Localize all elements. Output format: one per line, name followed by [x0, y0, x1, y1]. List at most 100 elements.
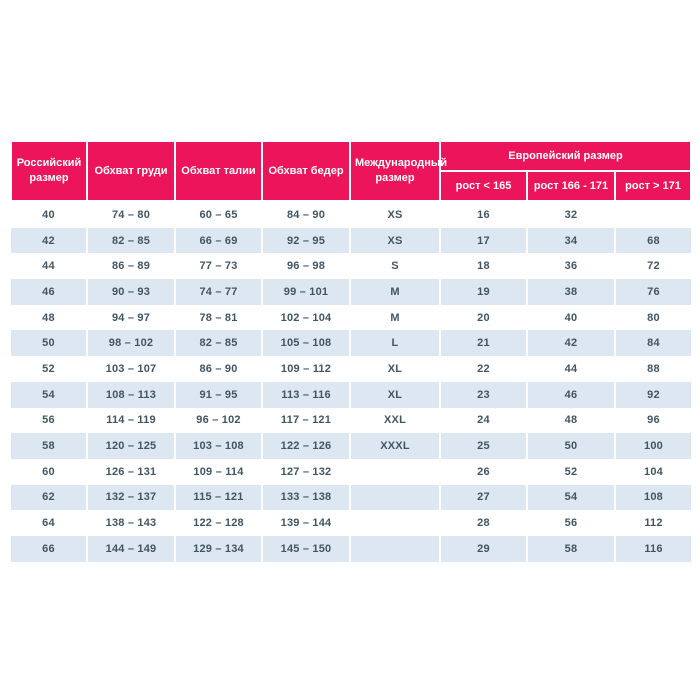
table-cell: 100: [614, 433, 691, 459]
table-row: 42 82 – 85 66 – 69 92 – 95 XS 17 34 68: [11, 227, 691, 254]
header-international-size: Международный размер: [349, 140, 447, 202]
table-cell: 122 – 128: [174, 510, 262, 536]
table-cell: 52: [526, 458, 615, 485]
table-cell: XXL: [349, 407, 440, 434]
table-cell: 16: [439, 201, 527, 228]
table-cell: XS: [349, 227, 440, 254]
table-cell: 52: [42, 362, 55, 375]
table-row: 44 86 – 89 77 – 73 96 – 98 S 18 36 72: [11, 253, 691, 280]
table-cell: 92: [614, 381, 691, 408]
table-cell: 58: [526, 535, 615, 562]
table-cell: 21: [439, 330, 527, 357]
table-cell: 103 – 108: [174, 433, 262, 459]
table-cell: 112: [614, 510, 691, 536]
table-cell: 129 – 134: [174, 535, 262, 562]
table-cell: 46: [526, 381, 615, 408]
table-cell: 54: [526, 484, 615, 511]
table-cell: 91 – 95: [174, 381, 262, 408]
table-cell: 32: [526, 201, 615, 228]
table-cell: [614, 201, 691, 228]
table-cell: 68: [614, 227, 691, 254]
header-hip-girth: Обхват бедер: [261, 140, 351, 202]
table-row: 58 120 – 125 103 – 108 122 – 126 XXXL 25 50 100: [11, 433, 691, 459]
table-cell: 66: [42, 542, 55, 555]
table-cell: 117 – 121: [261, 407, 350, 434]
table-cell: 66 – 69: [174, 227, 262, 254]
table-row: 48 94 – 97 78 – 81 102 – 104 M 20 40 80: [11, 304, 691, 331]
table-cell: 25: [439, 433, 527, 459]
table-row: 56 114 – 119 96 – 102 117 – 121 XXL 24 48 96: [11, 407, 691, 434]
table-cell: 50: [526, 433, 615, 459]
table-cell: 74 – 77: [174, 279, 262, 305]
table-cell: 86 – 90: [174, 356, 262, 382]
table-row: 64 138 – 143 122 – 128 139 – 144 28 56 112: [11, 510, 691, 536]
table-cell: 18: [439, 253, 527, 280]
table-cell: 84 – 90: [261, 201, 350, 228]
table-cell: 44: [526, 356, 615, 382]
table-cell: 103 – 107: [86, 356, 175, 382]
header-height-gt-171: рост > 171: [614, 170, 692, 202]
table-row: 60 126 – 131 109 – 114 127 – 132 26 52 104: [11, 458, 691, 485]
table-cell: 34: [526, 227, 615, 254]
table-cell: XXXL: [349, 433, 440, 459]
table-cell: 72: [614, 253, 691, 280]
table-cell: 19: [439, 279, 527, 305]
table-cell: 116: [614, 535, 691, 562]
table-cell: 56: [42, 414, 55, 427]
table-cell: 139 – 144: [261, 510, 350, 536]
table-cell: XL: [349, 381, 440, 408]
table-cell: M: [349, 304, 440, 331]
table-row: 62 132 – 137 115 – 121 133 – 138 27 54 108: [11, 484, 691, 511]
table-cell: 77 – 73: [174, 253, 262, 280]
table-cell: 40: [526, 304, 615, 331]
table-cell: 27: [439, 484, 527, 511]
table-cell: 108 – 113: [86, 381, 175, 408]
table-cell: 74 – 80: [86, 201, 175, 228]
table-cell: M: [349, 279, 440, 305]
table-cell: XS: [349, 201, 440, 228]
table-cell: 26: [439, 458, 527, 485]
table-row: 54 108 – 113 91 – 95 113 – 116 XL 23 46 92: [11, 381, 691, 408]
header-height-lt-165: рост < 165: [439, 170, 528, 202]
table-cell: [349, 458, 440, 485]
table-cell: 62: [42, 491, 55, 504]
table-cell: 38: [526, 279, 615, 305]
table-cell: 42: [42, 234, 55, 247]
table-cell: 56: [526, 510, 615, 536]
table-cell: 133 – 138: [261, 484, 350, 511]
table-cell: 24: [439, 407, 527, 434]
table-cell: 122 – 126: [261, 433, 350, 459]
table-cell: 48: [526, 407, 615, 434]
table-row: 50 98 – 102 82 – 85 105 – 108 L 21 42 84: [11, 330, 691, 357]
header-russian-size: Российский размер: [10, 140, 88, 202]
header-european-size-group: Европейский размер: [439, 140, 692, 172]
table-cell: 48: [42, 311, 55, 324]
table-cell: 115 – 121: [174, 484, 262, 511]
table-cell: 60 – 65: [174, 201, 262, 228]
table-cell: 44: [42, 260, 55, 273]
table-cell: 113 – 116: [261, 381, 350, 408]
table-cell: 17: [439, 227, 527, 254]
table-cell: 92 – 95: [261, 227, 350, 254]
table-row: 46 90 – 93 74 – 77 99 – 101 M 19 38 76: [11, 279, 691, 305]
table-cell: 144 – 149: [86, 535, 175, 562]
table-row: 52 103 – 107 86 – 90 109 – 112 XL 22 44 88: [11, 356, 691, 382]
table-cell: 96 – 102: [174, 407, 262, 434]
header-height-166-171: рост 166 - 171: [526, 170, 616, 202]
table-cell: 64: [42, 517, 55, 530]
table-cell: 46: [42, 285, 55, 298]
table-cell: [349, 484, 440, 511]
table-cell: 84: [614, 330, 691, 357]
table-cell: 108: [614, 484, 691, 511]
table-header: Российский размер Обхват груди Обхват та…: [10, 140, 692, 202]
table-cell: 90 – 93: [86, 279, 175, 305]
table-cell: [349, 510, 440, 536]
table-cell: 127 – 132: [261, 458, 350, 485]
size-chart-table: Российский размер Обхват груди Обхват та…: [10, 140, 692, 562]
header-chest-girth: Обхват груди: [86, 140, 176, 202]
table-cell: 82 – 85: [174, 330, 262, 357]
table-cell: 145 – 150: [261, 535, 350, 562]
table-row: 66 144 – 149 129 – 134 145 – 150 29 58 116: [11, 535, 691, 562]
header-waist-girth: Обхват талии: [174, 140, 263, 202]
